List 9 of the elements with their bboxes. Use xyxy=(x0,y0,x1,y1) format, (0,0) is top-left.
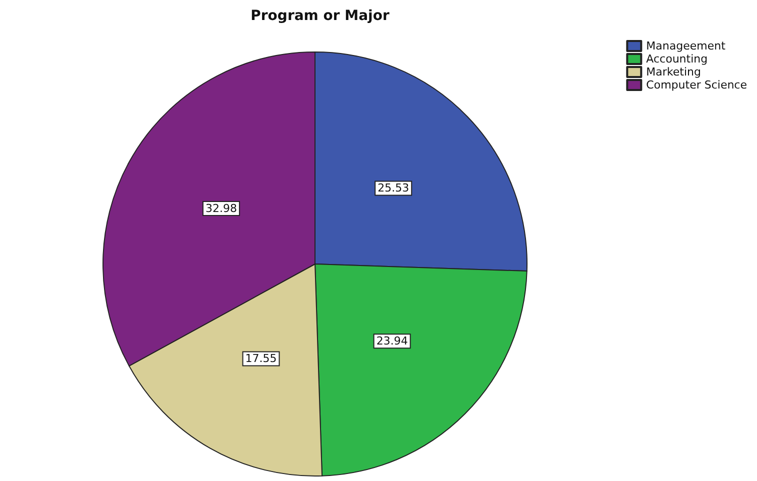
legend-label: Manageement xyxy=(646,40,726,52)
data-label: 25.53 xyxy=(378,182,410,195)
legend-label: Marketing xyxy=(646,66,702,78)
data-label: 23.94 xyxy=(376,334,408,348)
legend-label: Computer Science xyxy=(646,78,748,92)
data-label: 17.55 xyxy=(245,352,277,366)
legend-label: Accounting xyxy=(646,52,708,66)
chart-title: Program or Major xyxy=(250,8,390,24)
data-label: 32.98 xyxy=(205,202,237,215)
